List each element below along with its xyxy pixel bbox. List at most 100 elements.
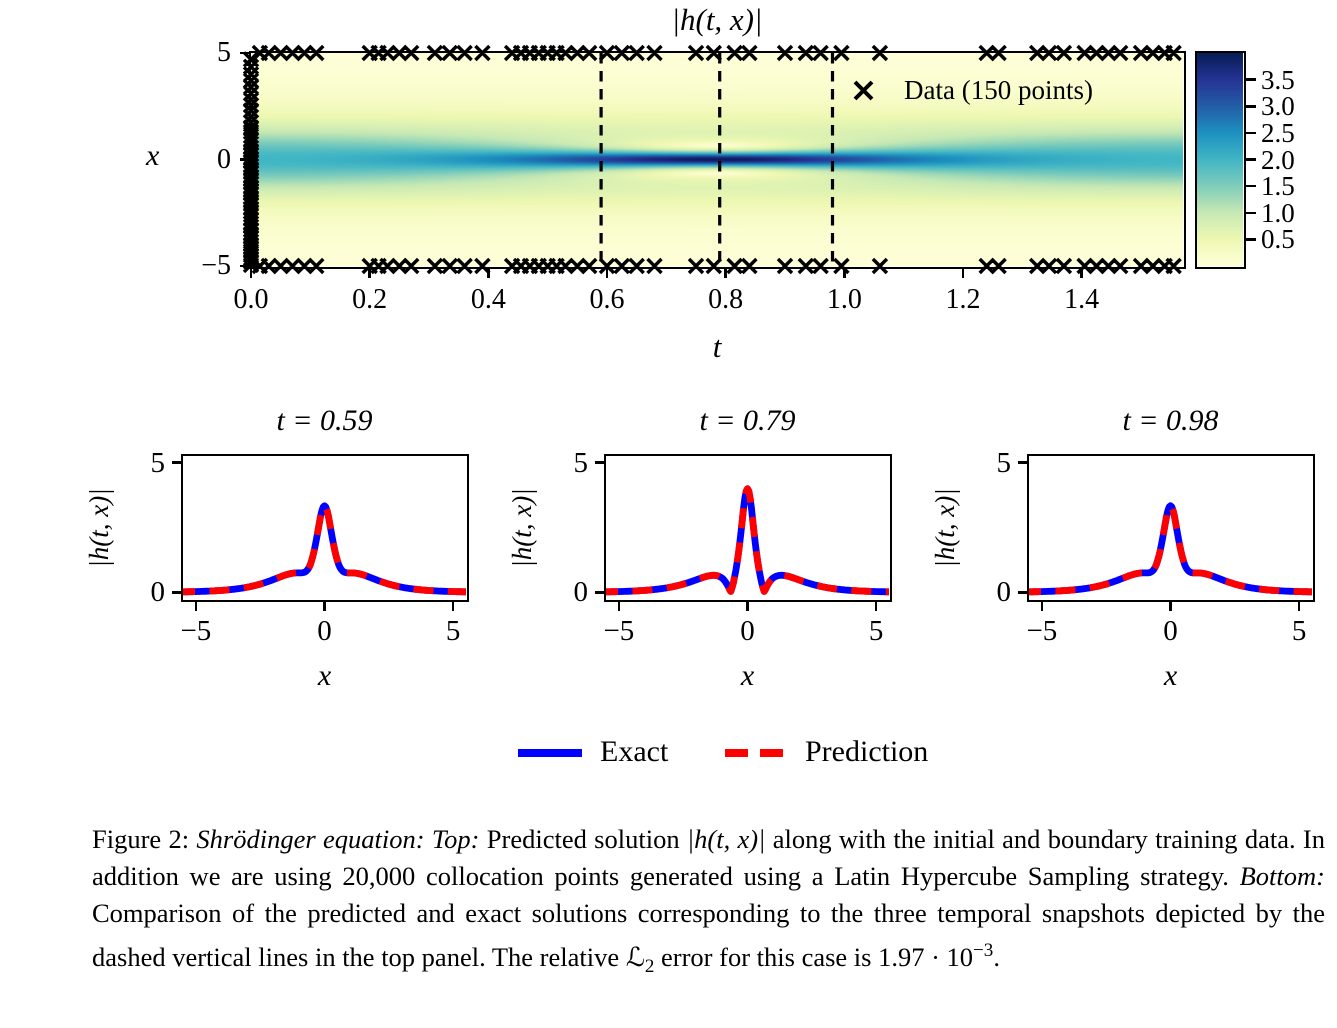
heatmap-overlay (242, 44, 1182, 275)
heatmap-legend: Data (150 points) (851, 75, 1093, 106)
curve-prediction (183, 502, 466, 596)
colorbar: 3.5 3.0 2.5 2.0 1.5 1.0 0.5 (1194, 50, 1295, 269)
heatmap-xlabel: t (712, 329, 722, 364)
y-tick-label: 5 (573, 446, 589, 479)
x-tick-label: 5 (868, 615, 884, 647)
legend-prediction-label: Prediction (805, 735, 929, 768)
snapshot-curves (1029, 502, 1312, 596)
x-tick-label: 0.0 (233, 284, 269, 315)
x-tick-label: 0 (740, 615, 755, 647)
x-tick-label: −5 (603, 615, 635, 647)
snapshot-panel-3: t = 0.98 |h(t, x)| x −5 0 5 0 5 (930, 404, 1315, 692)
x-tick-label: 0 (1163, 615, 1178, 647)
x-tick-label: 1.2 (945, 284, 981, 315)
legend-prediction-swatch (760, 749, 783, 757)
colorbar-tick-label: 0.5 (1261, 224, 1295, 255)
snapshot-title: t = 0.98 (1122, 404, 1219, 437)
snapshot-xlabel: x (1163, 659, 1178, 692)
y-tick (239, 264, 249, 268)
colorbar-tick (1245, 78, 1256, 81)
caption-segment: |h(t, x)| (686, 824, 766, 854)
curve-prediction (606, 485, 889, 596)
caption-segment: Comparison of the predicted and exact so… (92, 898, 1325, 972)
x-tick-label: 0.8 (708, 284, 744, 315)
x-tick-label: 0.2 (352, 284, 388, 315)
legend-prediction-swatch (725, 749, 748, 757)
caption-segment: Figure 2: (92, 824, 197, 854)
x-tick (617, 602, 621, 611)
curve-exact (606, 485, 889, 596)
caption-segment: Bottom: (1239, 861, 1325, 891)
heatmap-canvas (251, 53, 1183, 266)
y-tick-label: 5 (996, 446, 1012, 479)
x-tick-label: 1.0 (826, 284, 862, 315)
x-tick (451, 602, 455, 611)
x-tick-label: 5 (445, 615, 461, 647)
snapshot-title: t = 0.79 (699, 404, 796, 437)
snapshot-ylabel: |h(t, x)| (507, 487, 537, 568)
snapshot-title: t = 0.59 (276, 404, 373, 437)
x-tick (843, 268, 846, 278)
curve-exact (1029, 502, 1312, 596)
y-tick-label: 0 (217, 143, 231, 175)
x-tick (1080, 268, 1083, 278)
heatmap-title: |h(t, x)| (671, 2, 763, 37)
caption-segment: Shrödinger equation: Top: (196, 824, 487, 854)
x-tick (249, 268, 253, 278)
y-tick-label: 5 (217, 37, 231, 68)
colorbar-tick-label: 2.5 (1261, 117, 1295, 148)
x-tick (194, 602, 198, 611)
x-tick (1297, 602, 1301, 611)
y-tick-label: 0 (150, 576, 166, 609)
figure-caption: Figure 2: Shrödinger equation: Top: Pred… (92, 821, 1325, 985)
y-tick (171, 461, 181, 464)
snapshot-xlabel: x (740, 659, 755, 692)
snapshot-panel-2: t = 0.79 |h(t, x)| x −5 0 5 0 5 (507, 404, 892, 692)
training-data-markers (242, 44, 1182, 275)
y-tick-label: 5 (150, 446, 166, 479)
snapshot-panel-1: t = 0.59 |h(t, x)| x −5 0 5 0 5 (84, 404, 469, 692)
snapshot-curves (183, 502, 466, 596)
snapshot-ylabel: |h(t, x)| (84, 487, 114, 568)
x-tick (368, 268, 371, 278)
colorbar-tick (1245, 105, 1256, 108)
curve-prediction (1029, 502, 1312, 596)
heatmap-panel: |h(t, x)| Data (150 points) t x 0.0 0.2 0.… (146, 2, 1186, 364)
x-tick-label: −5 (180, 615, 212, 647)
x-tick (1040, 602, 1044, 611)
y-tick (239, 158, 249, 161)
colorbar-tick (1245, 158, 1256, 161)
x-tick-label: 0.4 (470, 284, 506, 315)
x-tick (323, 602, 326, 611)
y-tick (1017, 461, 1027, 464)
colorbar-tick-label: 1.0 (1261, 197, 1295, 228)
caption-segment: 2 (644, 956, 655, 978)
x-tick-label: 1.4 (1064, 284, 1100, 315)
y-tick-label: 0 (996, 576, 1012, 609)
data-marker-icon (853, 80, 874, 101)
x-tick (746, 602, 749, 611)
x-tick-label: −5 (1026, 615, 1058, 647)
x-tick (487, 268, 490, 278)
x-tick (605, 268, 609, 278)
caption-segment: ℒ (625, 941, 645, 973)
colorbar-tick-label: 1.5 (1261, 171, 1295, 202)
x-tick-label: 0.6 (589, 284, 625, 315)
y-tick (239, 51, 249, 55)
colorbar-tick (1245, 238, 1256, 241)
caption-segment: along with the initial and boundary trai… (92, 824, 1325, 891)
x-tick (1169, 602, 1172, 611)
y-tick-label: −5 (201, 250, 231, 281)
x-tick-label: 5 (1291, 615, 1307, 647)
x-tick (961, 268, 965, 278)
caption-segment: −3 (973, 940, 994, 961)
heatmap-ylabel: x (146, 139, 160, 172)
heatmap-legend-label: Data (150 points) (904, 75, 1093, 105)
caption-segment: . (993, 941, 1000, 972)
snapshot-ylabel: |h(t, x)| (930, 487, 960, 568)
colorbar-tick-label: 2.0 (1261, 144, 1295, 175)
x-tick (724, 268, 727, 278)
colorbar-tick-label: 3.5 (1261, 64, 1295, 95)
colorbar-canvas (1197, 53, 1243, 266)
